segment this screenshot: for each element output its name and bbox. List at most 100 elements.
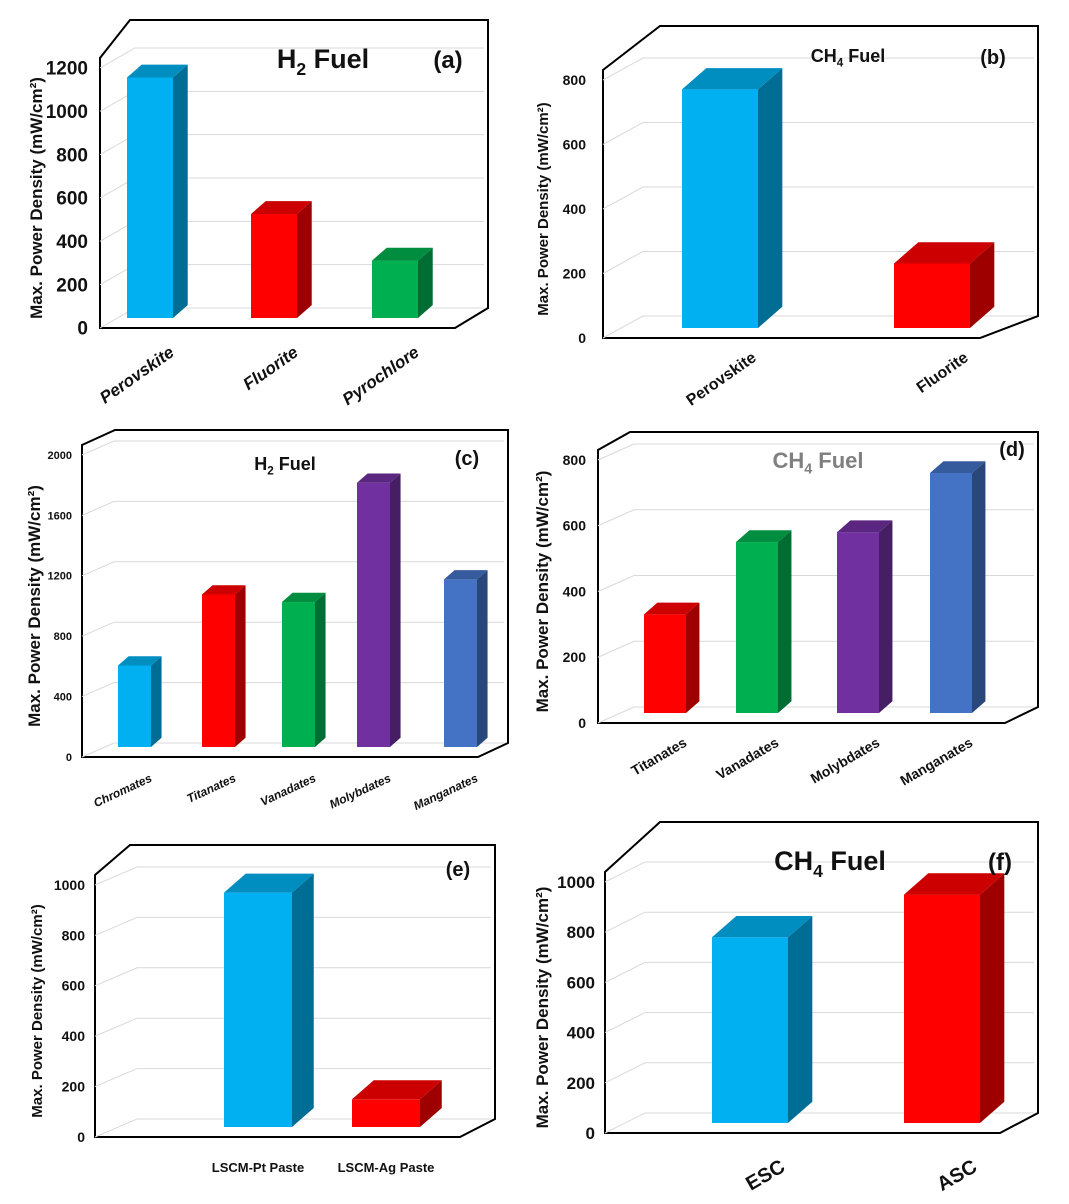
y-axis-label: Max. Power Density (mW/cm²) [25,485,44,727]
gridline [99,47,484,69]
bar-front [372,260,418,318]
bar-front [357,482,390,747]
bar-side [151,656,162,747]
y-tick-label: 200 [56,275,88,296]
y-tick-label: 600 [563,136,587,152]
bar-front [904,894,980,1123]
y-axis-label: Max. Power Density (mW/cm²) [535,102,552,315]
gridline [597,575,1034,592]
bar-front [118,665,151,747]
y-tick-label: 800 [56,145,88,166]
x-category-label: Titanates [185,771,239,806]
x-category-label: ASC [933,1156,981,1196]
bar-front [894,263,970,328]
bar-front [736,542,778,713]
floor-side-edge [979,315,1039,339]
bar-molybdates [357,473,401,747]
bar-side [418,247,433,318]
gridline [602,122,1034,145]
panel-f: 0 200 400 600 800 1000 Max. Power Density (mW/… [533,821,1039,1196]
bar-titanates [644,602,700,713]
bar-lscm-pt-paste [224,873,314,1127]
bar-top [837,520,893,533]
bar-fluorite [894,242,995,328]
bar-side [173,64,188,319]
bar-side [477,570,488,747]
bar-top [682,68,783,90]
y-axis-label: Max. Power Density (mW/cm²) [29,904,46,1117]
bar-front [224,892,292,1127]
panel-b: 0 200 400 600 800 Max. Power Density (mW/cm²)… [535,25,1039,410]
y-tick-label: 1000 [557,873,595,892]
bar-side [686,602,700,713]
bar-front [127,77,173,318]
y-tick-label: 600 [62,978,86,994]
x-category-label: LSCM-Ag Paste [338,1160,435,1175]
gridline [94,916,491,936]
gridline [81,561,504,577]
bar-top [282,592,326,603]
bar-vanadates [736,530,792,713]
bar-titanates [202,585,246,747]
x-category-label: Manganates [411,771,480,813]
bar-side [980,873,1005,1123]
bar-esc [712,915,813,1123]
x-category-label: Perovskite [684,349,760,409]
y-tick-label: 800 [563,452,587,468]
bar-side [972,461,986,713]
floor-side-edge [454,307,489,329]
panel-tag: (a) [433,47,462,74]
gridline [94,866,491,886]
bar-top [251,201,312,214]
x-category-label: Vanadates [713,734,781,783]
panel-tag: (d) [999,439,1025,461]
gridline [94,1068,491,1088]
bar-vanadates [282,592,326,747]
x-category-label: LSCM-Pt Paste [212,1160,304,1175]
bar-top [127,64,188,78]
y-tick-label: 600 [563,518,587,534]
bar-side [292,873,314,1127]
y-tick-label: 800 [567,923,595,942]
bar-pyrochlore [372,247,433,318]
bar-manganates [930,461,986,713]
bar-top [904,873,1005,895]
y-tick-label: 400 [56,232,88,253]
chart-title: H2 Fuel [254,454,316,478]
floor-side-edge [999,1112,1039,1134]
y-tick-label: 600 [567,973,595,992]
y-tick-label: 200 [563,265,587,281]
x-category-label: Pyrochlore [339,343,423,410]
y-axis-label: Max. Power Density (mW/cm²) [533,471,552,713]
y-tick-label: 0 [77,319,88,340]
x-category-label: ESC [742,1156,789,1196]
bar-side [788,915,813,1123]
bar-top [202,585,246,595]
y-tick-label: 800 [54,631,72,643]
bar-top [224,873,314,893]
y-tick-label: 1000 [54,877,85,893]
y-tick-label: 2000 [48,450,72,462]
bar-top [736,530,792,543]
gridline [604,861,1034,883]
bar-perovskite [682,68,783,328]
bar-top [444,570,488,580]
chart-title: CH4 Fuel [772,448,863,478]
y-tick-label: 400 [62,1028,86,1044]
bar-front [444,579,477,747]
bar-top [930,461,986,474]
bar-front [352,1099,420,1127]
panel-d: 0 200 400 600 800 Max. Power Density (mW/cm²)… [533,431,1039,788]
y-tick-label: 600 [56,189,88,210]
bar-lscm-ag-paste [352,1080,442,1127]
bar-top [712,915,813,938]
x-category-label: Fluorite [240,343,302,394]
bar-front [712,937,788,1123]
panel-tag: (b) [980,47,1006,69]
panel-frame [602,25,1039,339]
bar-molybdates [837,520,893,713]
y-tick-label: 0 [66,752,72,764]
